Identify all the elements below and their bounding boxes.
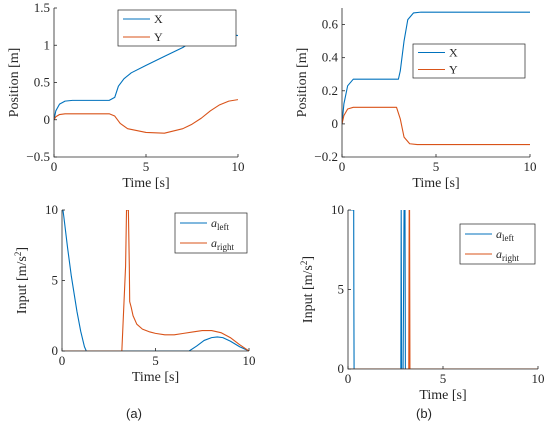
x-axis-label: Time [s] (412, 176, 459, 191)
x-tick-label: 10 (232, 159, 245, 174)
y-tick-label: 1.5 (34, 0, 50, 15)
y-axis-label: Input [m/s2] (299, 256, 316, 323)
caption-a: (a) (126, 406, 142, 421)
x-tick-label: 0 (339, 159, 346, 174)
series-line-a-right (62, 210, 249, 351)
legend-entry: aright (496, 247, 519, 263)
legend-entry: aright (211, 236, 234, 252)
y-tick-label: 0 (332, 116, 339, 131)
legend: aleft aright (459, 223, 536, 265)
y-tick-label: 10 (45, 202, 58, 217)
x-tick-label: 5 (440, 371, 447, 386)
x-axis-label: Time [s] (122, 176, 169, 191)
series-line-x (342, 11, 530, 124)
axes-frame (341, 8, 530, 158)
x-tick-label: 5 (152, 353, 159, 368)
y-axis-label: Position [m] (295, 48, 310, 118)
y-tick-label: 0.6 (322, 17, 339, 32)
series-line-a-left (348, 210, 538, 369)
y-axis-label: Input [m/s2] (13, 247, 30, 314)
caption-b: (b) (416, 406, 432, 421)
x-tick-label: 0 (51, 159, 58, 174)
legend: XY (117, 9, 237, 47)
y-tick-label: 0.4 (322, 50, 339, 65)
legend: XY (412, 43, 526, 79)
y-tick-label: 10 (331, 202, 344, 217)
x-tick-label: 0 (345, 371, 352, 386)
y-tick-label: 0.2 (322, 83, 338, 98)
legend-entry: Y (449, 63, 458, 77)
series-line-a-left (62, 210, 249, 351)
y-tick-label: 1 (44, 37, 51, 52)
legend-entry: aleft (496, 227, 514, 243)
y-axis-label: Position [m] (7, 48, 22, 118)
y-tick-label: 0.5 (34, 75, 50, 90)
x-tick-label: 0 (59, 353, 66, 368)
legend-entry: Y (154, 30, 163, 44)
y-tick-label: −0.5 (26, 149, 50, 164)
y-tick-label: 0 (338, 361, 345, 376)
y-tick-label: 5 (338, 282, 345, 297)
chart-input-a: 0 5 10 0 5 10 Time [s] Input [m/s2] aleft aright (13, 202, 256, 385)
chart-input-b: 0 5 10 0 5 10 Time [s] Input [m/s2] aleft aright (299, 202, 545, 403)
legend-entry: X (449, 46, 458, 60)
y-tick-label: 0 (44, 112, 51, 127)
legend: aleft aright (174, 212, 248, 254)
x-tick-label: 5 (433, 159, 440, 174)
series-line-y (342, 106, 530, 146)
x-tick-label: 10 (532, 371, 545, 386)
series-line-y (54, 99, 238, 134)
x-axis-label: Time [s] (419, 388, 466, 403)
legend-entry: aleft (211, 216, 229, 232)
y-tick-label: 5 (52, 273, 59, 288)
x-tick-label: 10 (243, 353, 256, 368)
y-tick-label: −0.2 (314, 149, 338, 164)
x-axis-label: Time [s] (132, 370, 179, 385)
y-tick-label: 0 (52, 343, 59, 358)
legend-entry: X (154, 12, 163, 26)
x-tick-label: 10 (524, 159, 537, 174)
x-tick-label: 5 (143, 159, 150, 174)
